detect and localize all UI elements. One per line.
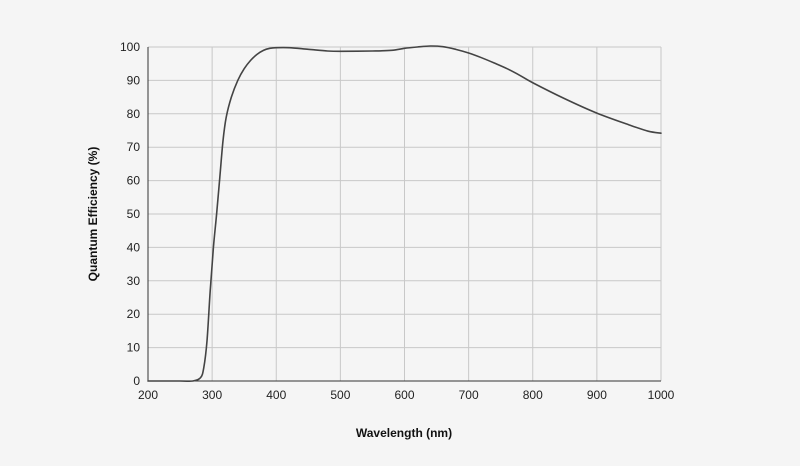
x-tick-label: 800 bbox=[523, 388, 543, 402]
x-tick-label: 700 bbox=[459, 388, 479, 402]
y-tick-label: 10 bbox=[127, 341, 141, 355]
y-tick-label: 20 bbox=[127, 307, 141, 321]
x-tick-label: 300 bbox=[202, 388, 222, 402]
y-tick-label: 80 bbox=[127, 107, 141, 121]
axes bbox=[147, 47, 661, 382]
x-tick-label: 200 bbox=[138, 388, 158, 402]
y-tick-label: 0 bbox=[133, 374, 140, 388]
series-line bbox=[147, 45, 662, 383]
y-tick-label: 90 bbox=[127, 73, 141, 87]
y-tick-label: 30 bbox=[127, 274, 141, 288]
grid bbox=[147, 46, 662, 382]
x-tick-label: 1000 bbox=[648, 388, 675, 402]
x-tick-label: 400 bbox=[266, 388, 286, 402]
x-tick-label: 500 bbox=[330, 388, 350, 402]
y-tick-label: 100 bbox=[120, 40, 140, 54]
tick-labels: 200 300 400 500 600 700 800 900 1000 0 10 20 30 40 50 6… bbox=[120, 40, 675, 402]
series-layer bbox=[147, 45, 662, 383]
x-axis-title: Wavelength (nm) bbox=[356, 426, 452, 440]
y-tick-label: 60 bbox=[127, 174, 141, 188]
x-tick-label: 900 bbox=[587, 388, 607, 402]
y-tick-label: 70 bbox=[127, 140, 141, 154]
y-tick-label: 50 bbox=[127, 207, 141, 221]
y-axis-title: Quantum Efficiency (%) bbox=[86, 147, 100, 282]
y-tick-label: 40 bbox=[127, 240, 141, 254]
x-tick-label: 600 bbox=[394, 388, 414, 402]
